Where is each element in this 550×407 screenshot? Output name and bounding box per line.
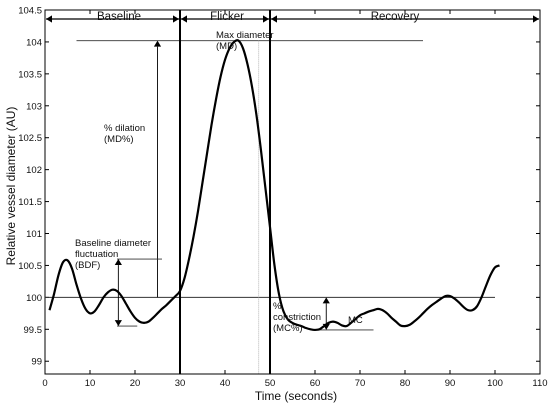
y-tick-label: 104.5 (18, 6, 42, 17)
y-tick-label: 102 (26, 165, 42, 176)
phase-label-baseline: Baseline (97, 11, 141, 23)
y-tick-label: 101.5 (18, 197, 42, 208)
y-tick-label: 99.5 (24, 325, 43, 336)
phase-arrowhead-recovery-end (533, 15, 539, 23)
max-diameter-label: Max diameter (216, 30, 274, 41)
bdf-arrowhead-bottom (114, 320, 122, 327)
x-tick-label: 0 (42, 378, 47, 389)
plot-frame (44, 9, 541, 375)
x-tick-label: 80 (400, 378, 411, 389)
x-tick-label: 20 (130, 378, 141, 389)
phase-arrowhead-baseline-start (46, 15, 52, 23)
constriction-label-line1: % (273, 301, 282, 312)
max-diameter-abbrev: (MD) (216, 41, 237, 52)
phase-label-recovery: Recovery (371, 11, 420, 23)
bdf-arrowhead-top (114, 259, 122, 266)
bdf-label-line2: fluctuation (75, 249, 118, 260)
x-tick-label: 70 (355, 378, 366, 389)
x-tick-label: 110 (532, 378, 547, 389)
bdf-label-line1: Baseline diameter (75, 238, 151, 249)
vessel-diameter-series-line (48, 39, 500, 332)
x-axis-title: Time (seconds) (255, 389, 337, 403)
y-tick-label: 102.5 (18, 133, 42, 144)
mc-label: MC (348, 315, 363, 326)
y-tick-label: 101 (26, 229, 42, 240)
phase-arrowhead-recovery-start (271, 15, 277, 23)
dilation-abbrev: (MD%) (104, 134, 134, 145)
constriction-label-line3: (MC%) (273, 323, 303, 334)
chart-marks: 0 10 20 30 40 50 60 70 80 90 100 110 99 99.5 100 100.5 1… (18, 6, 547, 390)
phase-arrowhead-flicker-end (263, 15, 269, 23)
y-tick-label: 104 (26, 37, 42, 48)
y-tick-label: 100.5 (18, 261, 42, 272)
bdf-label-line3: (BDF) (75, 260, 100, 271)
x-tick-label: 10 (85, 378, 96, 389)
x-tick-label: 30 (175, 378, 186, 389)
x-tick-label: 50 (265, 378, 276, 389)
phase-label-flicker: Flicker (210, 11, 244, 23)
phase-arrowhead-baseline-end (173, 15, 179, 23)
y-axis-title: Relative vessel diameter (AU) (4, 107, 18, 266)
x-tick-label: 100 (487, 378, 503, 389)
x-tick-label: 40 (220, 378, 231, 389)
y-tick-label: 100 (26, 293, 42, 304)
phase-arrowhead-flicker-start (181, 15, 187, 23)
dilation-arrowhead (153, 40, 162, 47)
dilation-label: % dilation (104, 123, 145, 134)
x-tick-label: 60 (310, 378, 321, 389)
y-tick-label: 103.5 (18, 69, 42, 80)
constriction-label-line2: constriction (273, 312, 321, 323)
y-tick-label: 103 (26, 101, 42, 112)
y-tick-label: 99 (31, 357, 42, 368)
constriction-arrowhead-top (322, 297, 330, 304)
x-tick-label: 90 (445, 378, 456, 389)
